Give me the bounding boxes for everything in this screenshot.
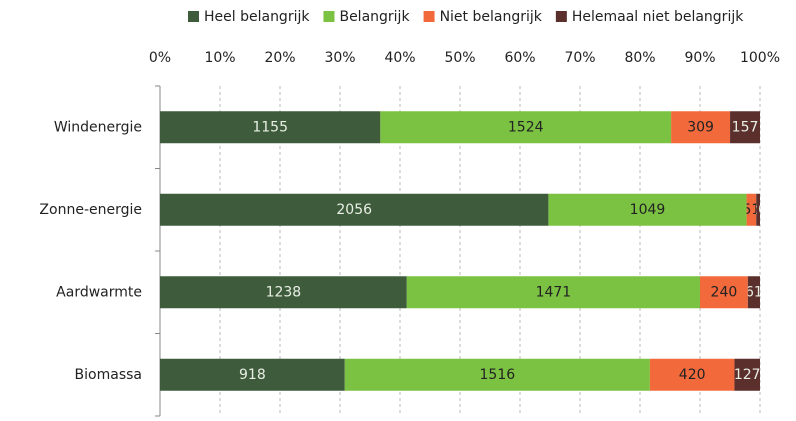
bar-segment <box>406 276 700 309</box>
bar-segment <box>160 193 549 226</box>
y-tick-label: Windenergie <box>54 119 142 135</box>
bar-segment <box>747 276 760 309</box>
x-tick-label: 100% <box>740 50 780 66</box>
data-label: 1524 <box>508 119 544 135</box>
x-tick-label: 80% <box>624 50 655 66</box>
data-label: 1471 <box>536 284 572 300</box>
bar-segment <box>380 111 672 144</box>
legend-swatch <box>423 11 435 22</box>
legend-label: Helemaal niet belangrijk <box>572 9 744 25</box>
data-label: 309 <box>687 119 714 135</box>
x-tick-label: 90% <box>684 50 715 66</box>
bar-segment <box>344 358 650 391</box>
data-label: 420 <box>679 367 706 383</box>
legend-swatch <box>323 11 335 22</box>
y-tick-label: Zonne-energie <box>39 202 142 218</box>
data-label: 61 <box>745 284 763 300</box>
legend-label: Heel belangrijk <box>204 9 310 25</box>
y-tick-label: Aardwarmte <box>56 284 142 300</box>
bar-segment <box>160 358 345 391</box>
bar-segment <box>734 358 760 391</box>
bar-segment <box>548 193 747 226</box>
x-tick-label: 40% <box>384 50 415 66</box>
bar-segment <box>160 111 381 144</box>
x-tick-label: 70% <box>564 50 595 66</box>
x-tick-label: 50% <box>444 50 475 66</box>
x-tick-label: 30% <box>324 50 355 66</box>
bar-segment <box>746 193 757 226</box>
legend-swatch <box>555 11 567 22</box>
data-label: 1049 <box>630 202 666 218</box>
data-label: 240 <box>711 284 738 300</box>
data-label: 1516 <box>480 367 516 383</box>
bar-segment <box>649 358 735 391</box>
y-tick-label: Biomassa <box>75 367 142 383</box>
data-label: 1155 <box>252 119 288 135</box>
bar-segment <box>756 193 760 226</box>
bar-segment <box>700 276 748 309</box>
bar-segment <box>160 276 407 309</box>
data-label: 2056 <box>336 202 372 218</box>
x-tick-label: 0% <box>149 50 171 66</box>
data-label: 20 <box>749 202 767 218</box>
x-tick-label: 60% <box>504 50 535 66</box>
legend-label: Niet belangrijk <box>440 9 543 25</box>
data-label: 51 <box>742 202 760 218</box>
data-label: 127 <box>734 367 761 383</box>
bar-segment <box>671 111 731 144</box>
legend-label: Belangrijk <box>339 9 410 25</box>
legend-swatch <box>188 11 199 22</box>
data-label: 918 <box>239 367 266 383</box>
bar-segment <box>730 111 760 144</box>
x-tick-label: 20% <box>264 50 295 66</box>
data-label: 157 <box>732 119 759 135</box>
data-label: 1238 <box>266 284 302 300</box>
legend: Heel belangrijk Belangrijk Niet belangrijk… <box>188 9 744 25</box>
x-tick-label: 10% <box>204 50 235 66</box>
